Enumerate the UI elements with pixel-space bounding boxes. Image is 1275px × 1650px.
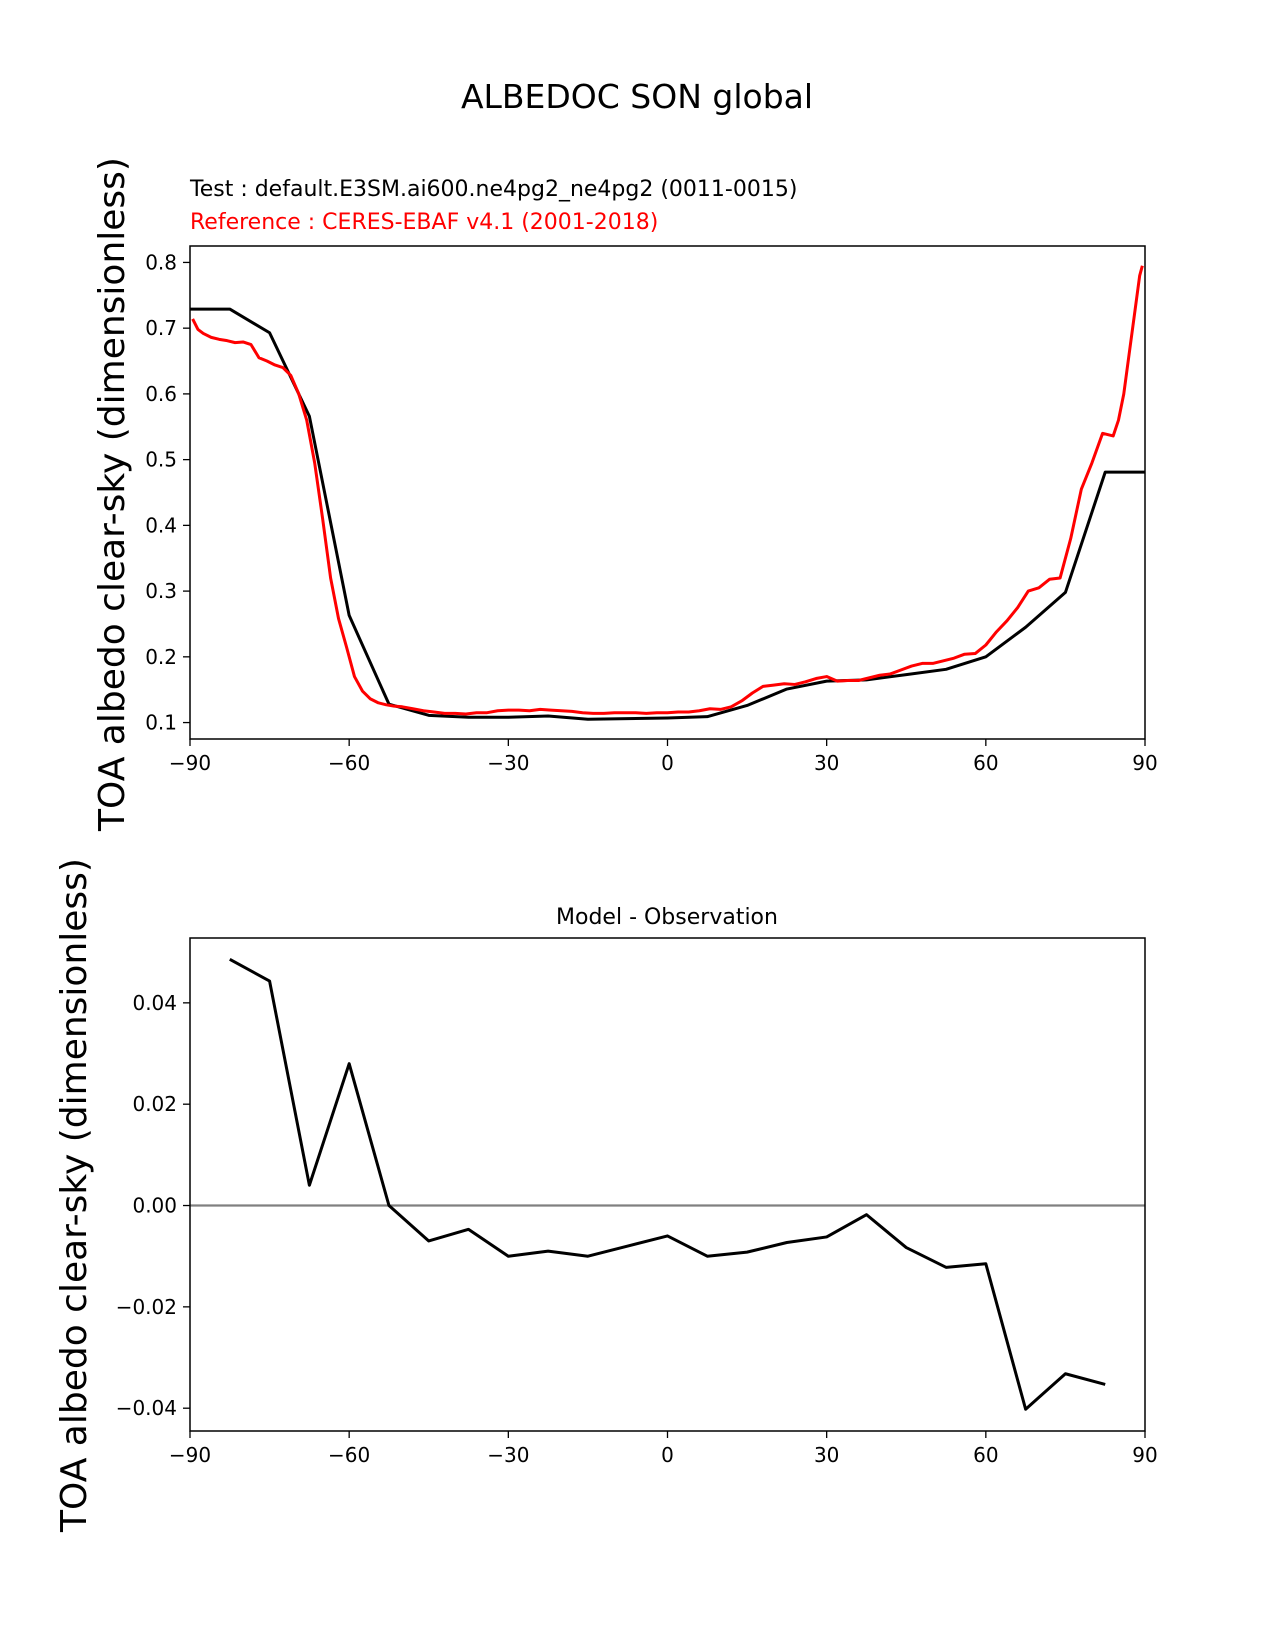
x-tick-label: −60 (328, 751, 370, 775)
y-tick-label: −0.04 (116, 1396, 177, 1420)
x-tick-label: −90 (169, 751, 211, 775)
reference-label: Reference : CERES-EBAF v4.1 (2001-2018) (190, 210, 658, 235)
y-tick-label: 0.5 (145, 448, 177, 472)
bottom-y-axis-label: TOA albedo clear-sky (dimensionless) (54, 858, 95, 1533)
test-label: Test : default.E3SM.ai600.ne4pg2_ne4pg2 … (189, 177, 797, 202)
bottom-axes-frame (189, 937, 1146, 1432)
y-tick-label: 0.4 (145, 513, 177, 537)
y-tick-label: 0.7 (145, 316, 177, 340)
x-tick-label: 60 (973, 1443, 998, 1467)
top-y-axis-label: TOA albedo clear-sky (dimensionless) (92, 157, 133, 832)
y-tick-label: 0.04 (132, 991, 177, 1015)
x-tick-label: 30 (814, 751, 839, 775)
series-line-model-observation (229, 957, 1106, 1411)
x-tick-label: 0 (661, 751, 674, 775)
series-line-test (190, 307, 1145, 721)
y-tick-label: 0.00 (132, 1194, 177, 1218)
x-tick-label: −60 (328, 1443, 370, 1467)
y-tick-label: 0.02 (132, 1092, 177, 1116)
y-tick-label: 0.1 (145, 711, 177, 735)
y-tick-label: −0.02 (116, 1295, 177, 1319)
x-tick-label: 90 (1132, 1443, 1157, 1467)
figure-title: ALBEDOC SON global (461, 77, 813, 116)
x-tick-label: 30 (814, 1443, 839, 1467)
x-tick-label: 0 (661, 1443, 674, 1467)
x-tick-label: −90 (169, 1443, 211, 1467)
x-tick-label: 90 (1132, 751, 1157, 775)
bottom-panel-title: Model - Observation (556, 905, 778, 930)
y-tick-label: 0.2 (145, 645, 177, 669)
x-tick-label: −30 (487, 751, 529, 775)
series-line-reference (191, 265, 1144, 716)
y-tick-label: 0.6 (145, 382, 177, 406)
top-axes-content: −90 −60 −30 0 30 60 90 0.1 0.2 0.3 0.4 0.5 0.6 0.7 0.8 (145, 250, 1158, 775)
top-axes-frame (189, 245, 1146, 740)
x-tick-label: −30 (487, 1443, 529, 1467)
y-tick-label: 0.8 (145, 250, 177, 274)
panel-top: Test : default.E3SM.ai600.ne4pg2_ne4pg2 … (92, 157, 1158, 832)
panel-bottom: Model - Observation TOA albedo clear-sky… (54, 858, 1158, 1533)
x-tick-label: 60 (973, 751, 998, 775)
y-tick-label: 0.3 (145, 579, 177, 603)
bottom-axes-content: −90 −60 −30 0 30 60 90 −0.04 −0.02 0.00 0.02 0.04 (116, 957, 1158, 1467)
